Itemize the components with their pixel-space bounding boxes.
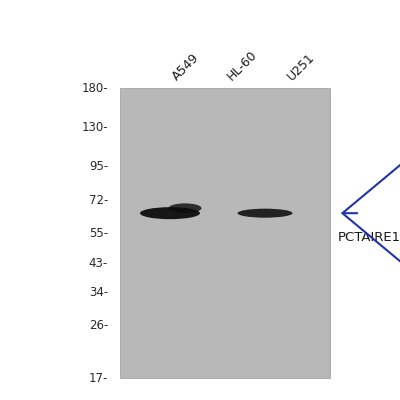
Ellipse shape bbox=[168, 203, 202, 213]
Text: 180-: 180- bbox=[81, 82, 108, 94]
Bar bbox=[120, 88, 330, 378]
Text: 55-: 55- bbox=[89, 227, 108, 240]
Ellipse shape bbox=[238, 209, 292, 218]
Text: 17-: 17- bbox=[89, 372, 108, 384]
Text: HL-60: HL-60 bbox=[225, 48, 260, 83]
Text: PCTAIRE1: PCTAIRE1 bbox=[338, 231, 400, 244]
Ellipse shape bbox=[140, 207, 200, 219]
Text: 26-: 26- bbox=[89, 319, 108, 332]
Text: 130-: 130- bbox=[81, 122, 108, 134]
Text: 95-: 95- bbox=[89, 160, 108, 173]
Text: 34-: 34- bbox=[89, 286, 108, 299]
Text: 72-: 72- bbox=[89, 194, 108, 207]
Text: U251: U251 bbox=[285, 50, 318, 83]
Text: A549: A549 bbox=[170, 51, 202, 83]
Text: 43-: 43- bbox=[89, 258, 108, 270]
